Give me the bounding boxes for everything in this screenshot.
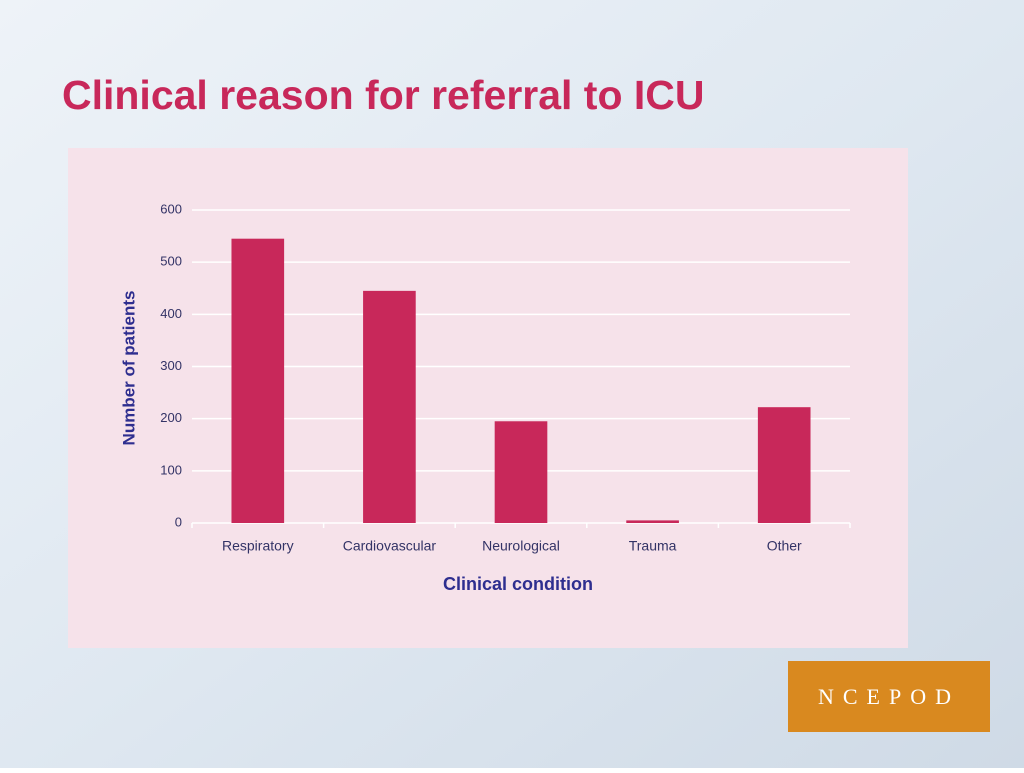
y-tick-label: 0 xyxy=(175,514,182,529)
y-tick-label: 200 xyxy=(160,410,182,425)
logo-box xyxy=(788,661,990,732)
x-tick-label: Respiratory xyxy=(222,538,294,554)
bar xyxy=(626,520,679,523)
y-tick-label: 500 xyxy=(160,254,182,269)
x-tick-label: Trauma xyxy=(629,538,677,554)
x-tick-label: Cardiovascular xyxy=(343,538,437,554)
y-tick-label: 400 xyxy=(160,306,182,321)
bar xyxy=(757,407,811,523)
x-tick-label: Other xyxy=(767,538,802,554)
x-tick-label: Neurological xyxy=(482,538,560,554)
bar xyxy=(494,421,548,523)
x-axis-label: Clinical condition xyxy=(443,574,593,594)
chart-panel xyxy=(68,148,908,648)
bar xyxy=(363,290,416,523)
y-tick-label: 600 xyxy=(160,201,182,216)
y-tick-label: 100 xyxy=(160,462,182,477)
slide-title: Clinical reason for referral to ICU xyxy=(62,72,705,118)
bar xyxy=(231,238,285,524)
y-tick-label: 300 xyxy=(160,358,182,373)
y-axis-label: Number of patients xyxy=(119,291,138,446)
logo: NCEPOD xyxy=(818,684,960,709)
